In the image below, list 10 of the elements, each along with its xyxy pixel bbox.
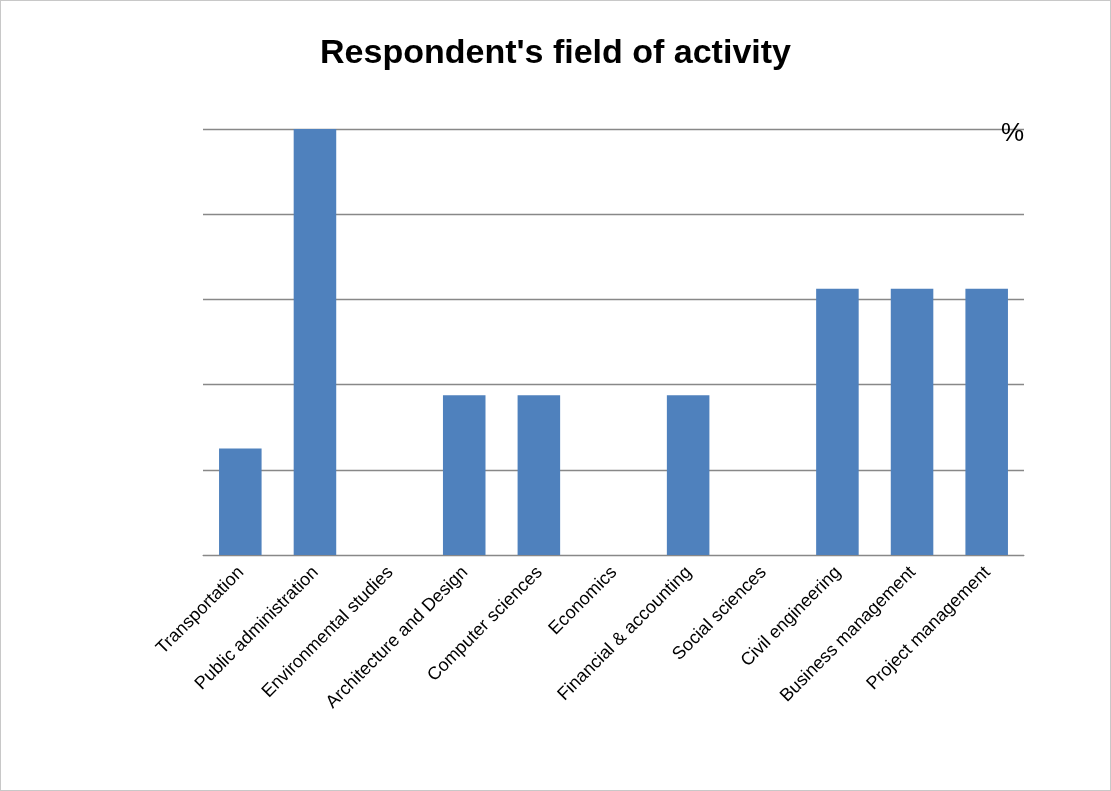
bar <box>666 395 710 555</box>
bar <box>293 129 337 555</box>
bar <box>816 288 859 555</box>
bar <box>517 395 561 555</box>
chart-title: Respondent's field of activity <box>320 32 792 70</box>
bar <box>965 288 1008 555</box>
bar <box>890 288 934 555</box>
y-axis-title: % <box>1000 117 1024 147</box>
bar <box>442 395 486 555</box>
bar <box>219 448 262 555</box>
